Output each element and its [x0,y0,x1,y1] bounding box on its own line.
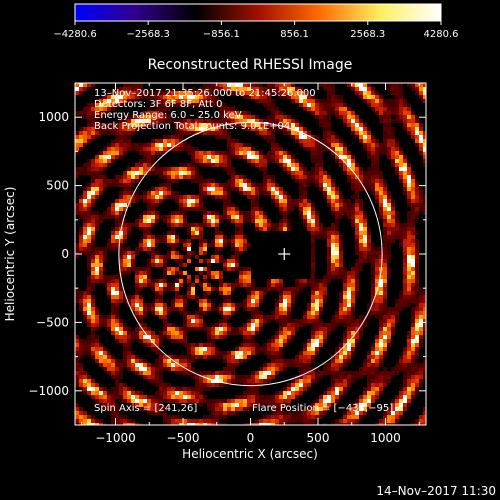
x-axis: −1000 −500 0 500 1000 [81,83,420,445]
flare-marker-cross [278,248,291,260]
y-axis: −1000 −500 0 500 1000 [28,82,426,426]
x-tick-label: −500 [167,431,200,445]
colorbar-tick-label: 856.1 [280,29,309,40]
colorbar-tick-label: −2568.3 [127,29,170,40]
flare-position-label: Flare Position = [−433,−95] [252,403,393,414]
colorbar-tick-label: −4280.6 [53,29,96,40]
colorbar-ticks: −4280.6 −2568.3 −856.1 856.1 2568.3 4280.6 [53,21,459,40]
spin-axis-label: Spin Axis = [241,26] [94,403,197,414]
annotation-detectors: Detectors: 3F 6F 8F, Att 0 [94,99,222,110]
annotation-method-counts: Back Projection Total counts: 9.01E+04 [94,121,290,132]
heatmap-image [75,83,426,425]
plot-area [75,83,426,425]
y-tick-label: 1000 [38,110,69,124]
x-axis-label: Heliocentric X (arcsec) [182,447,318,461]
x-tick-label: 0 [247,431,255,445]
annotation-time-range: 13–Nov–2017 21:35:26.000 to 21:45:26.000 [94,88,316,99]
y-tick-label: 0 [61,247,69,261]
y-axis-label: Heliocentric Y (arcsec) [3,187,17,322]
x-tick-label: −1000 [95,431,136,445]
annotation-energy-range: Energy Range: 6.0 – 25.0 keV [94,110,242,121]
timestamp: 14–Nov–2017 11:30 [376,484,496,498]
colorbar-tick-label: 2568.3 [350,29,385,40]
y-tick-label: −500 [36,315,69,329]
colorbar: −4280.6 −2568.3 −856.1 856.1 2568.3 4280.6 [53,3,459,40]
solar-limb-circle [118,121,383,387]
chart-title: Reconstructed RHESSI Image [148,57,353,73]
y-tick-label: 500 [46,179,69,193]
x-tick-label: 1000 [370,431,401,445]
colorbar-gradient [74,3,442,22]
info-annotations: 13–Nov–2017 21:35:26.000 to 21:45:26.000… [94,88,316,132]
colorbar-tick-label: −856.1 [203,29,240,40]
colorbar-tick-label: 4280.6 [424,29,459,40]
y-tick-label: −1000 [28,384,69,398]
x-tick-label: 500 [307,431,330,445]
